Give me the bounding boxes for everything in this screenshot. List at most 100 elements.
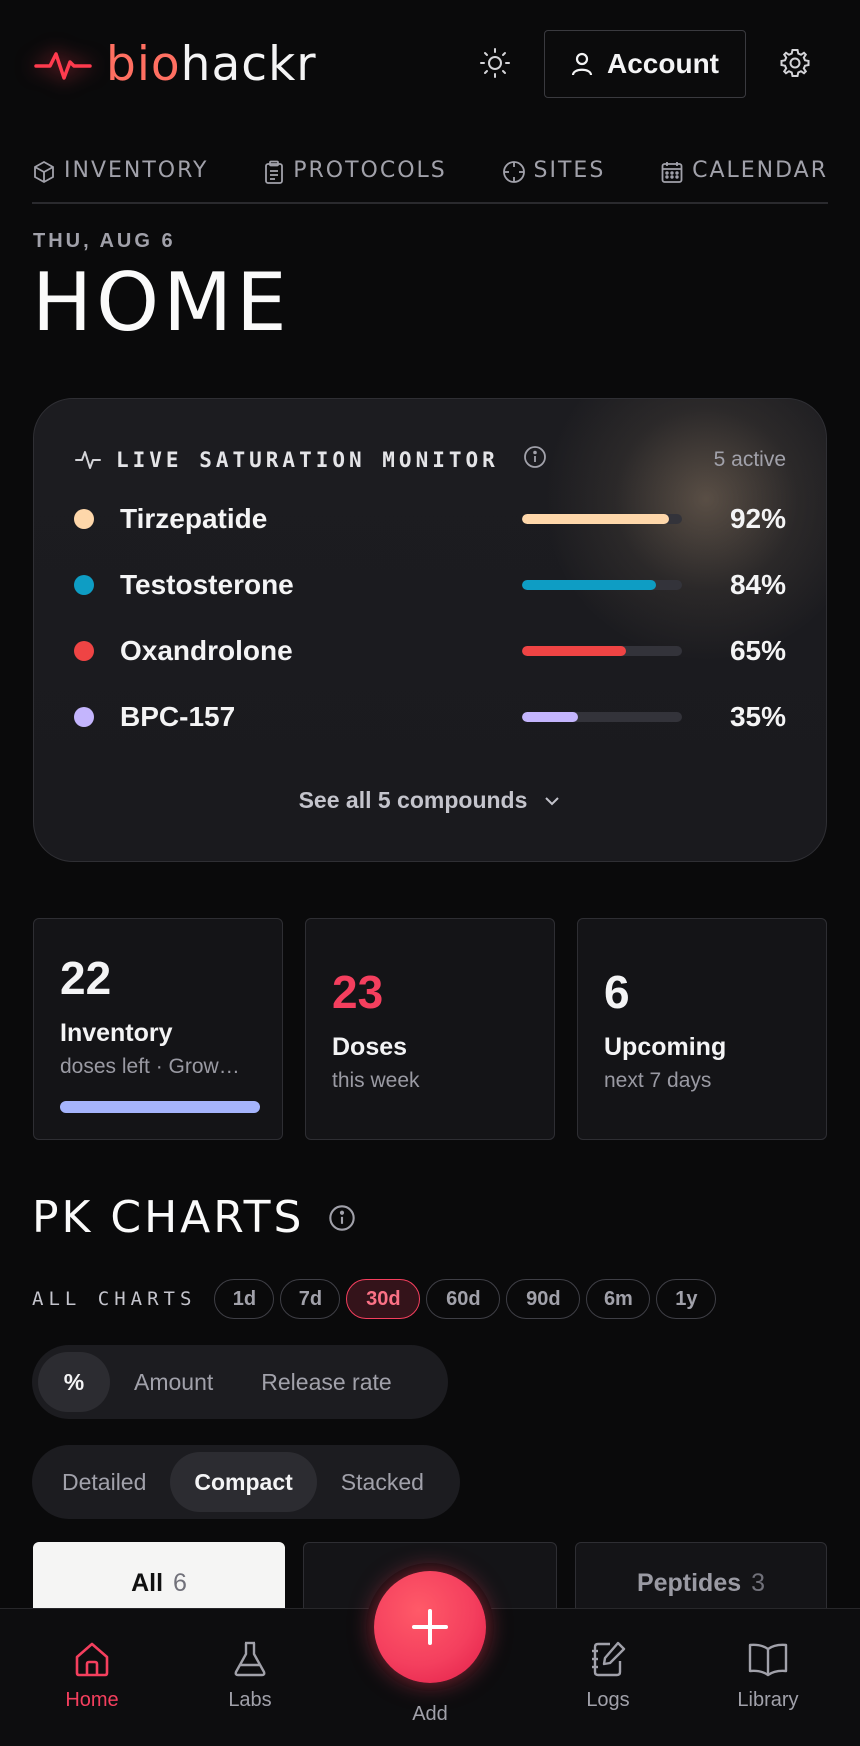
category-label: Peptides [636,1569,742,1597]
logo[interactable]: biohackr [34,40,317,90]
saturation-bar [522,514,682,524]
stat-value: 6 [604,966,630,1018]
stat-sub: doses left · Grow… [60,1055,240,1078]
range-pill-6m[interactable]: 6m [586,1279,651,1319]
flask-icon [234,1641,266,1677]
mode-percent[interactable]: % [38,1352,110,1412]
stat-label: Doses [332,1033,408,1061]
mode-amount[interactable]: Amount [134,1368,214,1395]
range-pill-30d[interactable]: 30d [346,1279,421,1319]
saturation-bar-fill [522,514,670,524]
range-pill-7d[interactable]: 7d [280,1279,341,1319]
nav-labs[interactable]: Labs [190,1639,310,1712]
gear-icon [780,49,810,77]
tab-inventory[interactable]: INVENTORY [32,150,208,202]
saturation-bar [522,646,682,656]
compound-percent: 65% [729,635,786,666]
nav-label: Logs [586,1689,630,1711]
saturation-title: LIVE SATURATION MONITOR [116,447,499,472]
stat-card-upcoming[interactable]: 6 Upcoming next 7 days [577,918,827,1140]
compound-row[interactable]: Tirzepatide 92% [74,499,786,539]
view-stacked[interactable]: Stacked [340,1468,424,1495]
compound-name: Testosterone [120,569,294,600]
pk-title: PK CHARTS [32,1192,305,1243]
bottom-nav: Home Labs Add Logs Library [0,1563,860,1746]
info-icon[interactable] [328,1204,356,1232]
see-all-label: See all 5 compounds [298,787,528,813]
stat-label: Inventory [60,1019,173,1047]
compound-color-dot [74,707,94,727]
info-button[interactable] [523,445,547,474]
plus-icon [412,1609,448,1645]
settings-button[interactable] [772,40,818,86]
compound-row[interactable]: Oxandrolone 65% [74,631,786,671]
logo-bio: bio [106,37,181,92]
compound-name: BPC-157 [120,701,236,732]
saturation-bar-fill [522,580,657,590]
see-all-compounds-button[interactable]: See all 5 compounds [34,787,826,814]
mode-segmented-control: % Amount Release rate [32,1345,448,1419]
tab-protocols[interactable]: PROTOCOLS [263,150,447,202]
nav-logs[interactable]: Logs [548,1639,668,1712]
logo-text: biohackr [106,40,317,90]
notebook-pen-icon [592,1641,626,1677]
stat-card-doses[interactable]: 23 Doses this week [305,918,555,1140]
clipboard-icon [265,160,284,184]
range-pill-1y[interactable]: 1y [656,1279,717,1319]
nav-library[interactable]: Library [708,1639,828,1712]
book-open-icon [748,1643,788,1677]
info-icon [523,446,546,468]
compound-name: Oxandrolone [120,635,293,666]
saturation-header: LIVE SATURATION MONITOR 5 active [74,445,786,474]
category-count: 3 [751,1569,766,1597]
tab-label: SITES [533,158,606,183]
page-date: THU, AUG 6 [33,230,176,252]
tab-label: INVENTORY [64,158,209,183]
range-selector: ALL CHARTS 1d 7d 30d 60d 90d 6m 1y [32,1278,722,1320]
stat-sub: this week [332,1069,420,1092]
account-button[interactable]: Account [544,30,746,98]
calendar-icon [661,162,683,183]
mode-release-rate[interactable]: Release rate [261,1368,392,1395]
stat-card-inventory[interactable]: 22 Inventory doses left · Grow… [33,918,283,1140]
compound-row[interactable]: Testosterone 84% [74,565,786,605]
compound-row[interactable]: BPC-157 35% [74,697,786,737]
tab-label: CALENDAR [692,158,828,183]
compound-name: Tirzepatide [120,503,268,534]
stat-label: Upcoming [604,1033,727,1061]
active-count: 5 active [713,447,786,471]
nav-label: Labs [228,1689,272,1711]
range-pill-1d[interactable]: 1d [214,1279,275,1319]
nav-home[interactable]: Home [32,1639,152,1712]
range-pill-60d[interactable]: 60d [426,1279,501,1319]
saturation-monitor-card: LIVE SATURATION MONITOR 5 active Tirzepa… [33,398,827,862]
range-pill-90d[interactable]: 90d [506,1279,581,1319]
stat-value: 23 [332,966,384,1018]
crosshair-icon [502,161,525,183]
compound-color-dot [74,509,94,529]
box-icon [34,160,54,184]
saturation-bar [522,580,682,590]
tab-label: PROTOCOLS [293,158,447,183]
saturation-bar [522,712,682,722]
view-detailed[interactable]: Detailed [62,1468,147,1495]
view-compact[interactable]: Compact [170,1452,317,1512]
category-label: All [131,1569,164,1597]
pulse-logo-icon [34,40,92,90]
saturation-bar-fill [522,646,626,656]
home-icon [75,1642,109,1677]
tab-sites[interactable]: SITES [502,150,606,202]
compound-percent: 35% [729,701,786,732]
logo-hackr: hackr [180,37,317,92]
pk-charts-heading: PK CHARTS [32,1192,356,1243]
app-header: biohackr Account [0,0,860,130]
sun-icon [480,48,510,78]
nav-add-label: Add [412,1703,448,1725]
nav-label: Library [737,1689,799,1711]
compound-color-dot [74,641,94,661]
tab-calendar[interactable]: CALENDAR [660,150,828,202]
add-button[interactable] [374,1571,486,1683]
theme-toggle-button[interactable] [472,40,518,86]
activity-icon [75,450,101,469]
range-label: ALL CHARTS [32,1288,197,1310]
